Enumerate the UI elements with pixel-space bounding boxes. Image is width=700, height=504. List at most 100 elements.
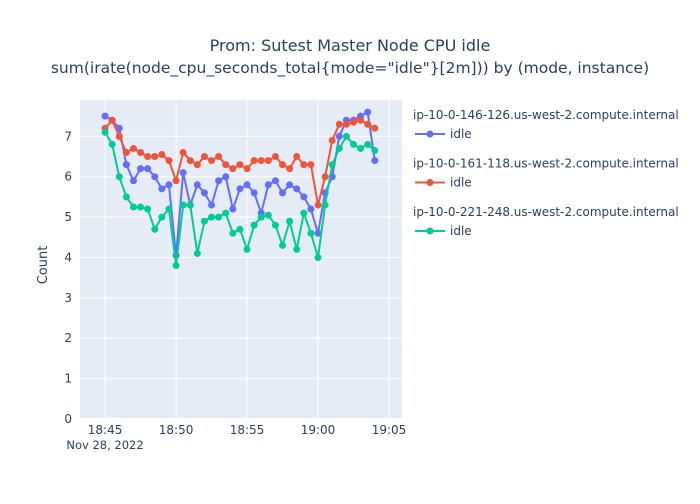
data-point[interactable]	[307, 161, 315, 169]
data-point[interactable]	[257, 213, 265, 221]
data-point[interactable]	[108, 140, 116, 148]
data-point[interactable]	[236, 185, 244, 193]
data-point[interactable]	[371, 146, 379, 154]
data-point[interactable]	[179, 148, 187, 156]
data-point[interactable]	[271, 221, 279, 229]
data-point[interactable]	[122, 193, 130, 201]
data-point[interactable]	[300, 209, 308, 217]
data-point[interactable]	[186, 157, 194, 165]
data-point[interactable]	[250, 157, 258, 165]
data-point[interactable]	[243, 245, 251, 253]
data-point[interactable]	[335, 144, 343, 152]
data-point[interactable]	[122, 148, 130, 156]
data-point[interactable]	[158, 151, 166, 159]
data-point[interactable]	[186, 201, 194, 209]
data-point[interactable]	[293, 245, 301, 253]
data-point[interactable]	[137, 165, 145, 173]
data-point[interactable]	[208, 201, 216, 209]
data-point[interactable]	[179, 169, 187, 177]
data-point[interactable]	[165, 181, 173, 189]
data-point[interactable]	[314, 229, 322, 237]
data-point[interactable]	[165, 157, 173, 165]
data-point[interactable]	[342, 132, 350, 140]
data-point[interactable]	[222, 173, 230, 181]
data-point[interactable]	[165, 205, 173, 213]
data-point[interactable]	[321, 201, 329, 209]
data-point[interactable]	[300, 161, 308, 169]
data-point[interactable]	[307, 205, 315, 213]
data-point[interactable]	[151, 225, 159, 233]
legend-item[interactable]: idle	[415, 176, 472, 190]
plot-area[interactable]	[80, 100, 402, 420]
data-point[interactable]	[115, 132, 123, 140]
data-point[interactable]	[342, 120, 350, 128]
data-point[interactable]	[101, 112, 109, 120]
data-point[interactable]	[151, 173, 159, 181]
data-point[interactable]	[286, 217, 294, 225]
data-point[interactable]	[364, 120, 372, 128]
data-point[interactable]	[264, 181, 272, 189]
data-point[interactable]	[229, 205, 237, 213]
data-point[interactable]	[328, 161, 336, 169]
data-point[interactable]	[129, 144, 137, 152]
data-point[interactable]	[144, 205, 152, 213]
data-point[interactable]	[328, 136, 336, 144]
data-point[interactable]	[129, 203, 137, 211]
data-point[interactable]	[229, 229, 237, 237]
legend-item[interactable]: idle	[415, 127, 472, 141]
data-point[interactable]	[371, 157, 379, 165]
data-point[interactable]	[208, 213, 216, 221]
data-point[interactable]	[293, 153, 301, 161]
data-point[interactable]	[349, 118, 357, 126]
data-point[interactable]	[264, 157, 272, 165]
data-point[interactable]	[137, 203, 145, 211]
data-point[interactable]	[101, 128, 109, 136]
data-point[interactable]	[364, 108, 372, 116]
data-point[interactable]	[193, 249, 201, 257]
data-point[interactable]	[129, 177, 137, 185]
data-point[interactable]	[193, 181, 201, 189]
data-point[interactable]	[257, 157, 265, 165]
legend-item[interactable]: idle	[415, 224, 472, 238]
data-point[interactable]	[222, 161, 230, 169]
data-point[interactable]	[314, 201, 322, 209]
data-point[interactable]	[229, 165, 237, 173]
data-point[interactable]	[271, 153, 279, 161]
data-point[interactable]	[300, 193, 308, 201]
data-point[interactable]	[200, 153, 208, 161]
data-point[interactable]	[144, 153, 152, 161]
data-point[interactable]	[236, 225, 244, 233]
data-point[interactable]	[250, 221, 258, 229]
data-point[interactable]	[286, 181, 294, 189]
data-point[interactable]	[286, 165, 294, 173]
data-point[interactable]	[172, 177, 180, 185]
data-point[interactable]	[158, 185, 166, 193]
data-point[interactable]	[335, 132, 343, 140]
data-point[interactable]	[357, 144, 365, 152]
data-point[interactable]	[279, 161, 287, 169]
data-point[interactable]	[200, 189, 208, 197]
data-point[interactable]	[307, 229, 315, 237]
data-point[interactable]	[321, 173, 329, 181]
data-point[interactable]	[158, 213, 166, 221]
data-point[interactable]	[208, 157, 216, 165]
data-point[interactable]	[293, 185, 301, 193]
data-point[interactable]	[122, 161, 130, 169]
data-point[interactable]	[243, 165, 251, 173]
data-point[interactable]	[243, 181, 251, 189]
data-point[interactable]	[144, 165, 152, 173]
data-point[interactable]	[271, 177, 279, 185]
data-point[interactable]	[279, 241, 287, 249]
data-point[interactable]	[215, 213, 223, 221]
data-point[interactable]	[172, 262, 180, 270]
data-point[interactable]	[364, 140, 372, 148]
data-point[interactable]	[314, 253, 322, 261]
data-point[interactable]	[179, 201, 187, 209]
data-point[interactable]	[250, 189, 258, 197]
data-point[interactable]	[108, 116, 116, 124]
data-point[interactable]	[357, 116, 365, 124]
data-point[interactable]	[193, 161, 201, 169]
data-point[interactable]	[115, 173, 123, 181]
data-point[interactable]	[236, 161, 244, 169]
data-point[interactable]	[215, 177, 223, 185]
